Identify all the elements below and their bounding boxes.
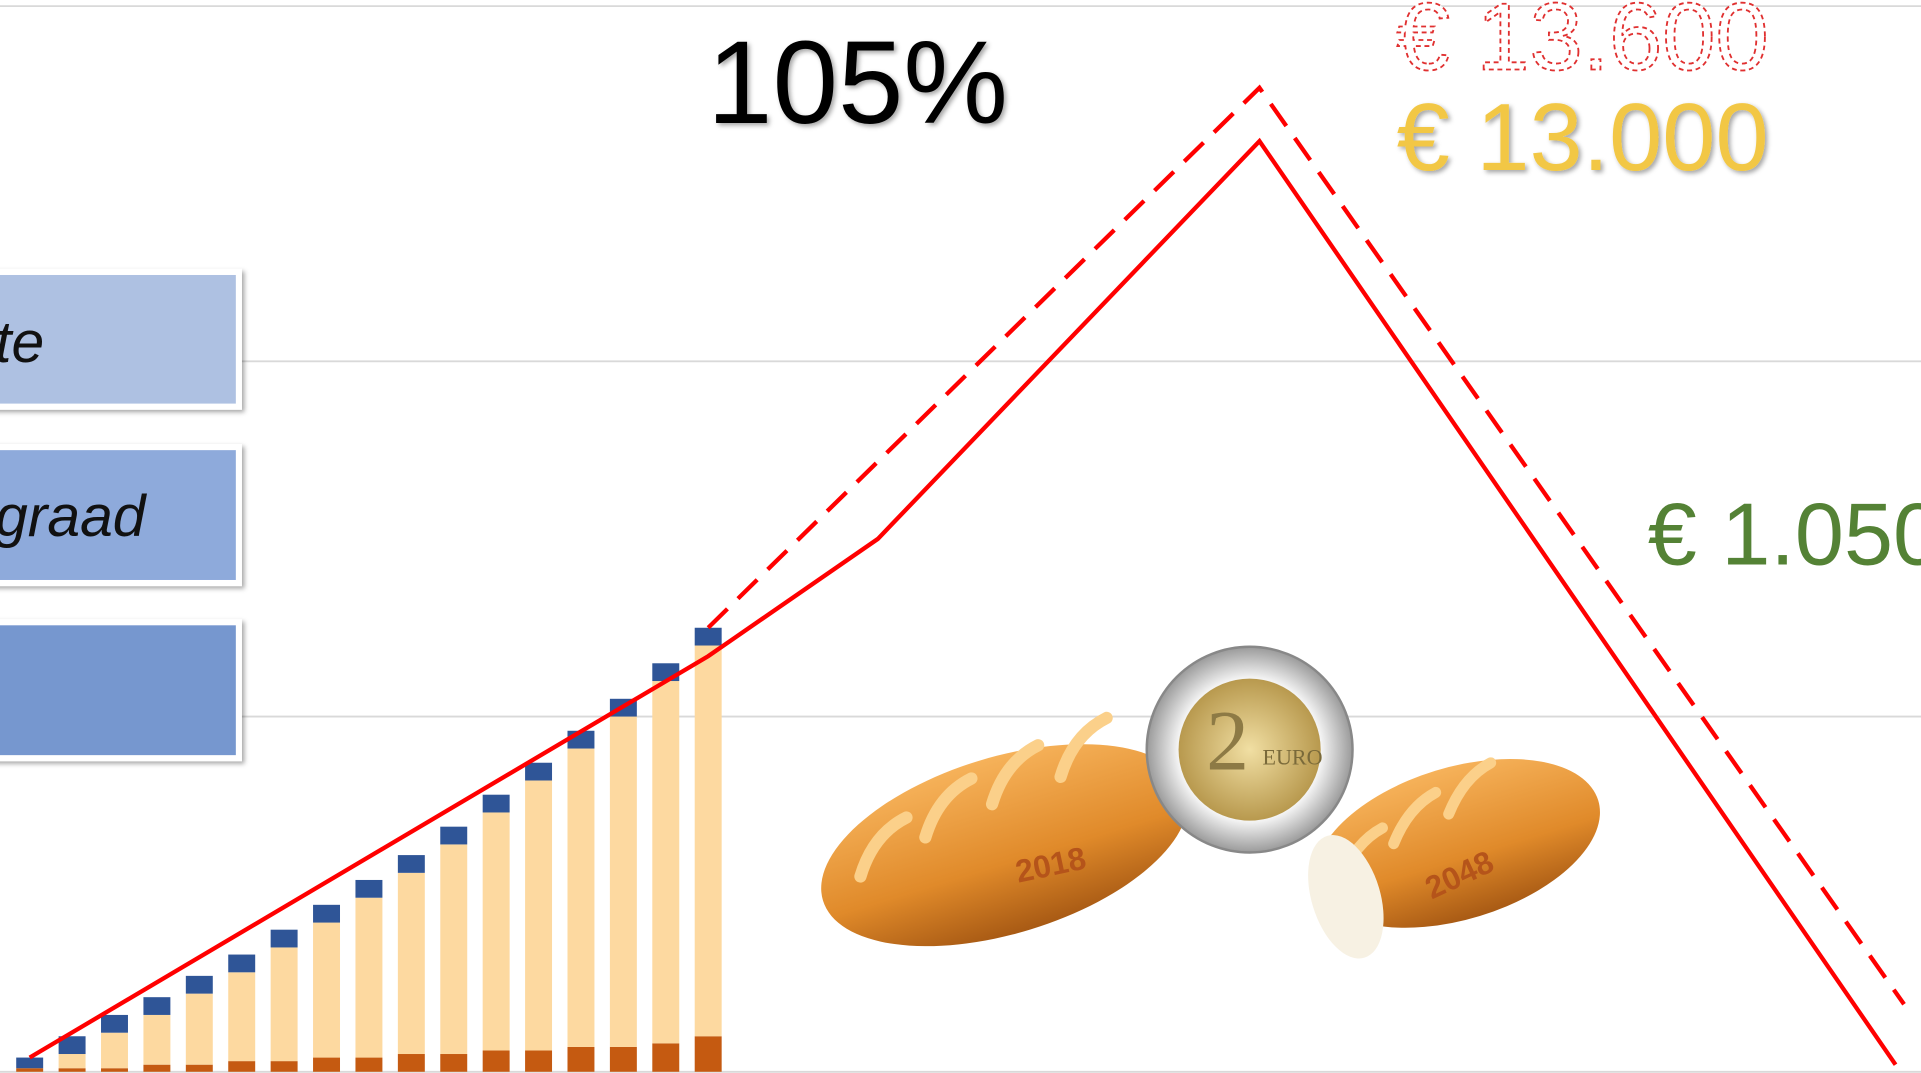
bar-segment <box>652 1043 680 1072</box>
bar-segment <box>228 972 256 1062</box>
bar-segment <box>397 872 425 1055</box>
bar-segment <box>143 1014 171 1065</box>
bar-segment <box>58 1068 86 1072</box>
coin-value: 2 <box>1206 693 1249 788</box>
bar-segment <box>16 1057 44 1069</box>
coin-text: EURO <box>1262 744 1322 769</box>
bar-segment <box>525 762 553 781</box>
bar-segment <box>482 812 510 1051</box>
bar-segment <box>482 1050 510 1072</box>
bar-segment <box>694 645 722 1037</box>
bar-segment <box>440 844 468 1055</box>
bar-segment <box>16 1068 44 1072</box>
trend-line <box>28 137 1898 1066</box>
grid <box>0 5 1921 1073</box>
bar-segment <box>397 1054 425 1072</box>
bar-segment <box>143 997 171 1015</box>
bar-segment <box>228 954 256 973</box>
bar-segment <box>185 975 213 994</box>
bar-segment <box>101 1068 128 1072</box>
amount-label: € 13.600 <box>1397 0 1769 90</box>
bar-segment <box>270 1061 298 1072</box>
bar-segment <box>228 1061 256 1072</box>
bar-segment <box>185 993 213 1065</box>
bar-segment <box>694 627 722 646</box>
bar-segment <box>313 922 341 1058</box>
bar-segment <box>313 904 341 923</box>
bar-segment <box>143 1064 171 1072</box>
legend-box <box>0 268 242 410</box>
bar-segment <box>652 663 680 682</box>
bread-illustration: 2018 2048 2 EURO <box>821 645 1600 959</box>
bar-segment <box>185 1064 213 1072</box>
bar-segment <box>270 947 298 1062</box>
legend-box <box>0 619 242 762</box>
bar-segment <box>609 716 637 1047</box>
amount-label: € 13.000 <box>1397 85 1769 191</box>
amount-label: € 1.050 <box>1648 485 1921 584</box>
bar-segment <box>313 1057 341 1072</box>
bread-right <box>1315 758 1600 928</box>
bar-segment <box>694 1036 722 1072</box>
legend-box <box>0 444 242 587</box>
bread-left <box>821 744 1189 947</box>
bar-segment <box>101 1014 128 1033</box>
legend-boxes: te graad <box>0 268 242 762</box>
bars <box>16 627 722 1072</box>
legend-text: graad <box>0 484 148 549</box>
bar-segment <box>525 780 553 1051</box>
bar-segment <box>58 1036 86 1055</box>
bar-segment <box>355 879 383 898</box>
bar-segment <box>609 1046 637 1072</box>
bar-segment <box>652 681 680 1044</box>
percent-label: 105% <box>707 17 1008 148</box>
bar-segment <box>355 897 383 1058</box>
bar-segment <box>440 826 468 845</box>
bar-segment <box>567 748 595 1047</box>
bar-segment <box>567 1046 595 1072</box>
bar-segment <box>270 929 298 948</box>
bar-segment <box>482 794 510 813</box>
coin-center <box>1178 678 1321 821</box>
trend-line <box>706 84 1906 1006</box>
bar-segment <box>525 1050 553 1072</box>
bar-segment <box>355 1057 383 1072</box>
bar-segment <box>58 1054 86 1069</box>
bar-segment <box>397 855 425 873</box>
bar-segment <box>101 1032 128 1069</box>
lines <box>28 84 1906 1066</box>
legend-text: te <box>0 310 44 375</box>
bar-segment <box>440 1054 468 1072</box>
